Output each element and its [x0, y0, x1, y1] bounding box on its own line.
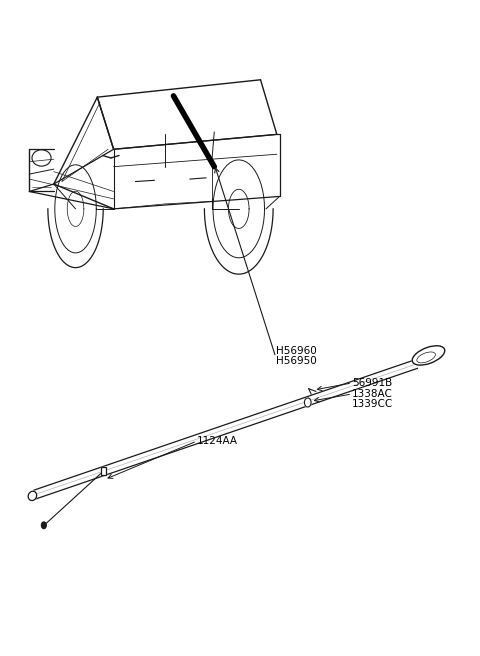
Circle shape [304, 398, 311, 407]
Text: 1338AC: 1338AC [352, 389, 393, 399]
Text: H56960: H56960 [276, 346, 316, 356]
Text: 1339CC: 1339CC [352, 400, 394, 409]
Text: 1124AA: 1124AA [197, 436, 238, 446]
Circle shape [41, 522, 46, 529]
FancyBboxPatch shape [101, 467, 107, 475]
Text: H56950: H56950 [276, 356, 316, 366]
Ellipse shape [28, 491, 36, 501]
Text: 56991B: 56991B [352, 378, 392, 388]
Ellipse shape [412, 346, 445, 365]
